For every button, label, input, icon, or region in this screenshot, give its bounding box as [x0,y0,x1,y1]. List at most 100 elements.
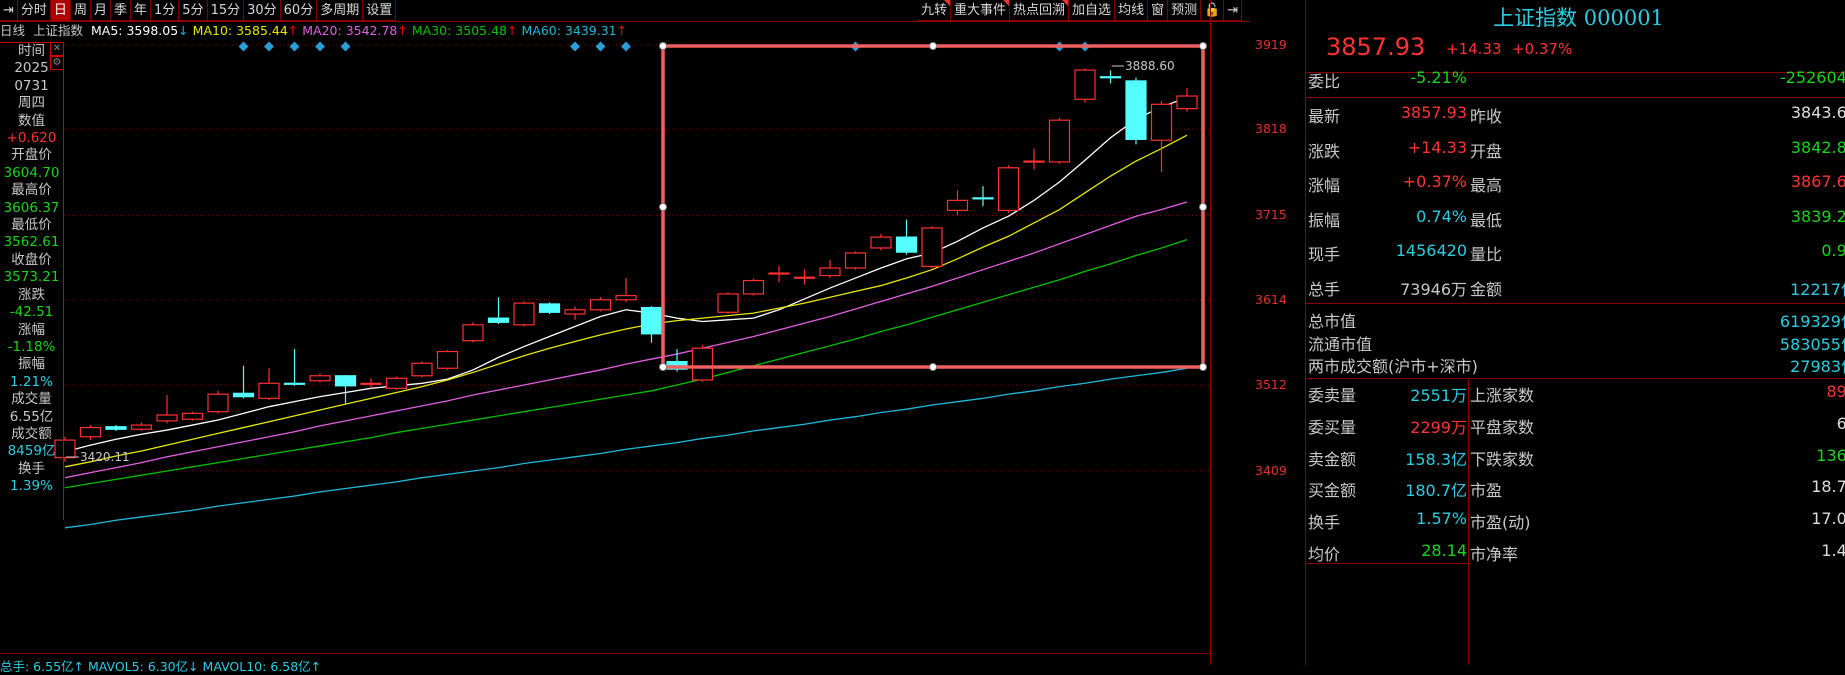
row-label-2: 最低 [1470,210,1503,230]
candle-body [819,267,841,277]
candle-body [79,426,102,438]
candle[interactable] [207,390,229,414]
signal-marker-icon[interactable] [238,41,249,52]
tool-button-0[interactable]: 九转 [918,0,952,21]
candle[interactable] [768,265,790,283]
candle[interactable] [640,306,663,343]
candle[interactable] [564,306,586,320]
candle[interactable] [232,365,255,399]
candle[interactable] [1048,117,1071,164]
candle[interactable] [181,411,204,421]
candle[interactable] [462,322,484,343]
candle[interactable] [870,233,892,251]
collapse-panel-icon[interactable]: ⇥ [0,0,18,21]
resize-handle[interactable] [1199,203,1207,211]
candle[interactable] [436,349,459,370]
candle-body [181,412,204,420]
candle[interactable] [742,278,765,296]
expand-panel-icon[interactable]: ⇥ [1224,0,1243,21]
signal-marker-icon[interactable] [340,41,351,52]
candle[interactable] [793,269,816,285]
resize-handle[interactable] [659,363,667,371]
tool-button-2[interactable]: 热点回溯 [1010,0,1070,21]
candle[interactable] [283,349,306,386]
signal-marker-icon[interactable] [289,41,300,52]
resize-handle[interactable] [659,203,667,211]
resize-handle[interactable] [1199,363,1207,371]
tool-button-4[interactable]: 均线 [1115,0,1149,21]
candle[interactable] [997,165,1020,213]
candle[interactable] [819,259,841,279]
quote-row: 涨幅 +0.37%最高 3867.61 [1306,172,1845,196]
period-tab-6[interactable]: 年 [131,0,151,21]
period-tab-8[interactable]: 5分 [179,0,208,21]
drawn-rectangle[interactable] [659,42,1207,371]
period-tab-1[interactable]: 分时 [18,0,51,21]
candle[interactable] [309,373,331,383]
period-tab-10[interactable]: 30分 [244,0,281,21]
signal-marker-icon[interactable] [595,41,606,52]
candle[interactable] [538,302,561,314]
candle[interactable] [105,425,127,431]
period-tab-12[interactable]: 多周期 [317,0,364,21]
row-label: 买金额 [1308,481,1357,501]
info-item: 成交额 [11,425,52,442]
signal-marker-icon[interactable] [264,41,274,52]
candle[interactable] [1099,70,1122,84]
candle[interactable] [844,251,867,270]
tool-button-5[interactable]: 窗 [1148,0,1169,21]
period-tab-13[interactable]: 设置 [363,0,397,21]
info-item: 最高价 [11,182,52,199]
candle[interactable] [156,394,178,424]
candle[interactable] [513,301,535,327]
candle[interactable] [1150,100,1173,172]
kline-chart[interactable]: 3888.60 3420.11 [0,0,1210,653]
candle[interactable] [1125,77,1147,145]
candle[interactable] [360,378,382,389]
close-icon[interactable]: ✕ [50,42,64,56]
signal-marker-icon[interactable] [570,41,580,52]
signal-marker-icon[interactable] [621,41,631,52]
gear-icon[interactable]: ⚙ [50,56,64,70]
candle[interactable] [946,190,969,216]
candle[interactable] [615,278,637,303]
row-label: 委卖量 [1308,386,1357,405]
tool-button-1[interactable]: 重大事件 [951,0,1011,21]
candle[interactable] [972,186,994,207]
candle[interactable] [921,226,943,269]
candle[interactable] [1074,68,1096,103]
candle[interactable] [258,368,280,400]
period-tab-7[interactable]: 1分 [151,0,180,21]
candle[interactable] [487,297,510,324]
divider [1468,378,1469,665]
resize-handle[interactable] [1199,42,1207,50]
candle[interactable] [589,297,612,312]
resize-handle[interactable] [929,42,937,50]
period-tab-11[interactable]: 60分 [281,0,318,21]
candle[interactable] [411,361,433,378]
candle[interactable] [1023,148,1045,170]
lock-icon[interactable]: 🔓 [1201,0,1225,21]
candle[interactable] [385,376,408,390]
candle[interactable] [334,374,357,404]
candle[interactable] [130,422,153,431]
resize-handle[interactable] [929,363,937,371]
candle[interactable] [691,344,714,382]
period-tab-9[interactable]: 15分 [208,0,245,21]
candle[interactable] [895,219,918,255]
period-tab-4[interactable]: 月 [91,0,111,21]
row-value: 180.7亿 [1405,481,1467,501]
candle[interactable] [717,292,739,314]
signal-marker-icon[interactable] [315,41,325,52]
candle-body [870,236,892,249]
info-item: 2025 [14,60,49,77]
tool-button-3[interactable]: 加自选 [1069,0,1116,21]
period-tab-3[interactable]: 周 [71,0,91,21]
resize-handle[interactable] [659,42,667,50]
candle[interactable] [79,425,102,441]
candle[interactable] [1176,87,1198,112]
candle[interactable] [54,436,76,462]
period-tab-5[interactable]: 季 [111,0,131,21]
tool-button-6[interactable]: 预测 [1168,0,1202,21]
period-tab-2[interactable]: 日 [50,0,71,21]
